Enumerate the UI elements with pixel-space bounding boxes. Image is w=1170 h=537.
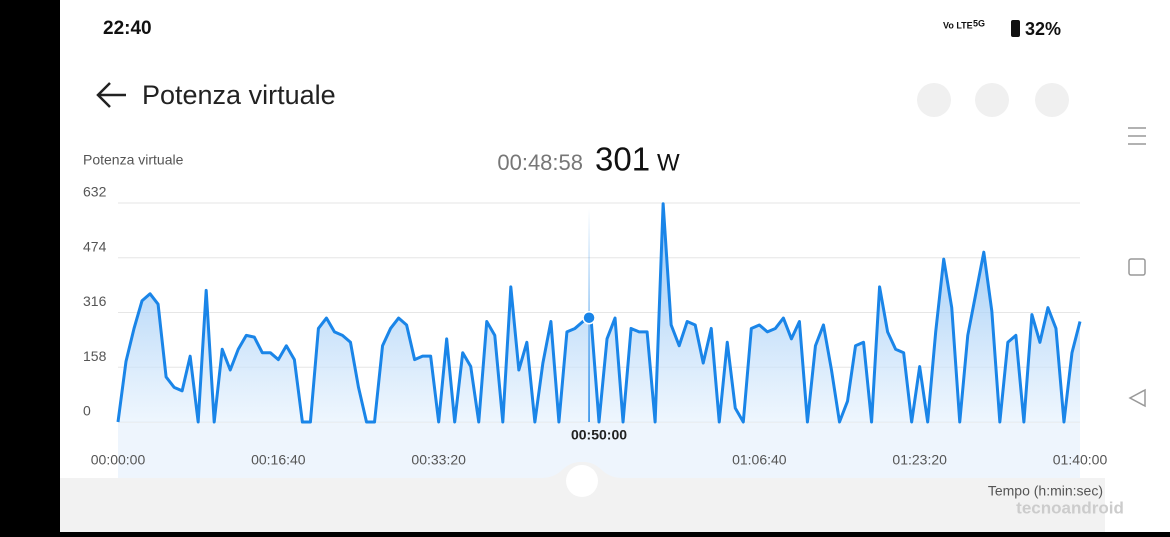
y-tick-label: 474 xyxy=(83,238,107,254)
x-tick-label: 00:00:00 xyxy=(91,452,146,468)
plot: 0 158 316 474 632 00:00:00 00:16:40 00:33:20 00:… xyxy=(83,184,1107,468)
y-axis-title: Potenza virtuale xyxy=(83,152,184,168)
x-tick-label: 01:23:20 xyxy=(892,452,947,468)
page-title: Potenza virtuale xyxy=(142,80,336,110)
back-button[interactable] xyxy=(96,82,126,108)
status-volte: Vo LTE xyxy=(943,20,973,30)
y-tick-label: 316 xyxy=(83,293,107,309)
x-tick-label: 01:06:40 xyxy=(732,452,787,468)
nav-back[interactable] xyxy=(1128,388,1146,408)
area-fill xyxy=(118,203,1080,422)
watermark: tecnoandroid xyxy=(1016,498,1124,517)
x-tick-label: 00:33:20 xyxy=(411,452,466,468)
selected-point xyxy=(582,310,596,325)
x-tick-label: 00:16:40 xyxy=(251,452,306,468)
x-tick-label: 01:40:00 xyxy=(1053,452,1108,468)
selected-time: 00:48:58 xyxy=(497,150,583,175)
y-tick-label: 632 xyxy=(83,184,107,200)
battery-icon xyxy=(1011,20,1020,37)
y-tick-label: 0 xyxy=(83,403,91,419)
status-time: 22:40 xyxy=(103,18,152,39)
x-tick-label-selected: 00:50:00 xyxy=(571,427,627,443)
line xyxy=(116,202,1082,424)
selected-value: 301 xyxy=(595,141,650,178)
nav-home[interactable] xyxy=(1128,258,1146,276)
speed-button[interactable] xyxy=(1035,83,1069,117)
status-network: 5G xyxy=(973,18,985,28)
elevation-button[interactable] xyxy=(975,83,1009,117)
selected-unit: W xyxy=(657,149,680,176)
heart-rate-button[interactable] xyxy=(917,83,951,117)
x-axis-title: Tempo (h:min:sec) xyxy=(988,483,1103,499)
nav-menu[interactable] xyxy=(1128,127,1146,145)
bottom-panel xyxy=(60,462,1105,532)
status-battery: 32% xyxy=(1025,19,1061,39)
y-tick-label: 158 xyxy=(83,348,107,364)
drag-handle[interactable] xyxy=(566,465,598,497)
